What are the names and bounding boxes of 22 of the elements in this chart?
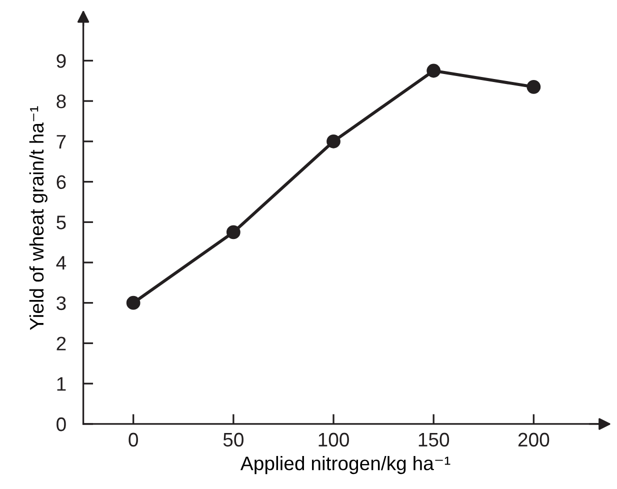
x-tick-label: 150 xyxy=(418,432,450,447)
point xyxy=(226,225,240,240)
y-tick-label: 6 xyxy=(56,175,66,189)
point xyxy=(126,296,140,310)
x-tick-label: 0 xyxy=(128,432,138,447)
y-tick-label: 5 xyxy=(56,216,66,230)
x-tick-label: 200 xyxy=(518,432,550,447)
point xyxy=(526,80,541,94)
y-tick-label: 9 xyxy=(56,54,66,68)
x-axis-title: Applied nitrogen/kg ha⁻¹ xyxy=(240,456,450,474)
y-axis-title: Yield of wheat grain/t ha⁻¹ xyxy=(29,106,48,330)
point xyxy=(326,134,340,148)
y-tick-label: 4 xyxy=(56,256,66,270)
y-tick-label: 8 xyxy=(56,94,66,108)
y-tick-label: 1 xyxy=(57,377,66,391)
y-tick-label: 3 xyxy=(56,296,66,310)
y-tick-label: 7 xyxy=(56,135,66,148)
x-tick-label: 100 xyxy=(318,432,349,447)
point xyxy=(426,64,441,78)
y-tick-label: 2 xyxy=(56,336,66,350)
x-tick-label: 50 xyxy=(223,432,244,447)
y-tick-label: 0 xyxy=(56,417,66,432)
